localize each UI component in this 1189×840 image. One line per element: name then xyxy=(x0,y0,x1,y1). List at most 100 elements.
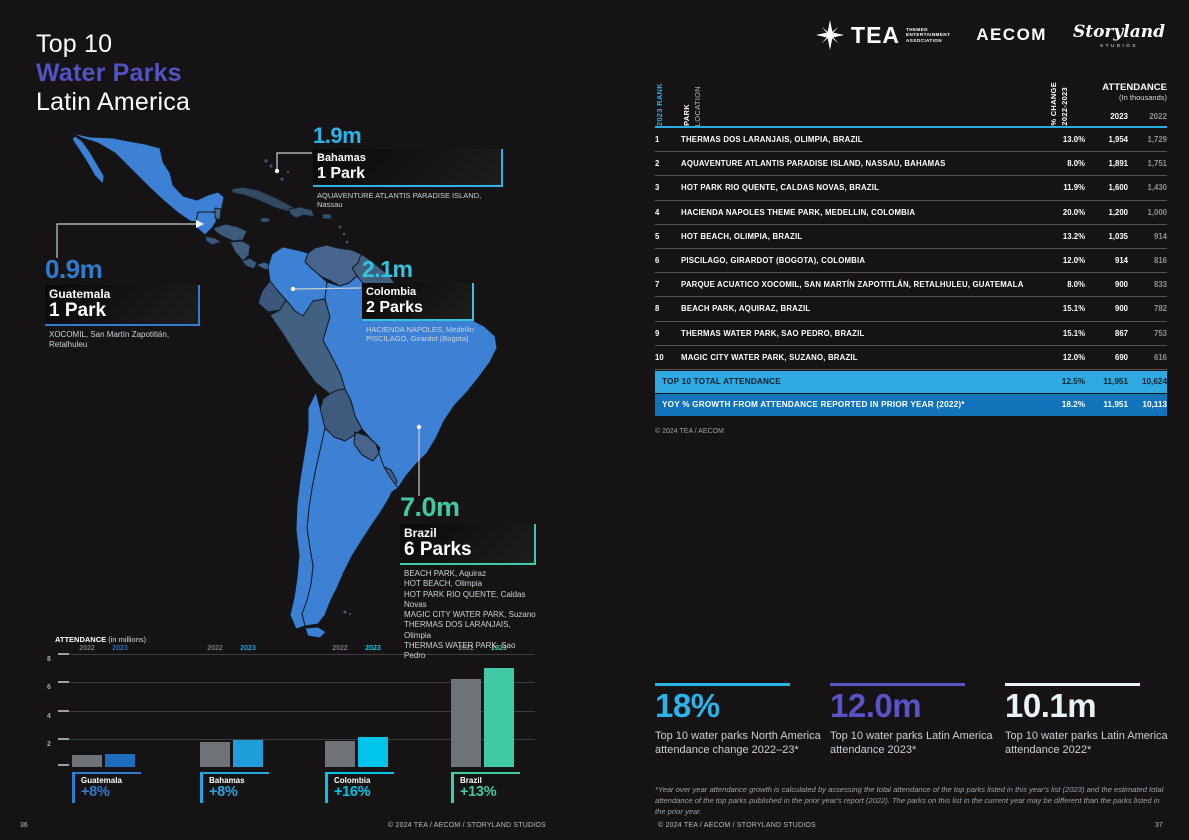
leader-colombia xyxy=(294,287,362,290)
group-change: +8% xyxy=(81,784,110,800)
title-line-2: Water Parks xyxy=(36,59,182,87)
year-label-2022: 2022 xyxy=(332,645,348,652)
gridline xyxy=(69,654,535,656)
leader-arrow-guatemala xyxy=(196,220,204,228)
cell-rank: 1 xyxy=(655,135,660,145)
page-title: Top 10 Water Parks Latin America xyxy=(36,30,190,117)
map-country-hispaniola xyxy=(288,206,315,219)
map-country-el-salvador xyxy=(204,235,222,246)
bar-2023-bahamas xyxy=(233,740,263,767)
leader-dot-brazil xyxy=(416,424,422,430)
table-row: 1 THERMAS DOS LARANJAIS, OLIMPIA, BRAZIL 1… xyxy=(655,128,1167,153)
callout-colombia-value: 2.1m xyxy=(362,256,413,282)
total-2022: 10,113 xyxy=(1142,400,1167,410)
table-row: 6 PISCILAGO, GIRARDOT (BOGOTA), COLOMBIA 1… xyxy=(655,249,1167,274)
header-park: PARK xyxy=(682,104,691,126)
park-list-item: PISCILAGO, Girardot (Bogota) xyxy=(366,334,469,344)
cell-change: 15.1% xyxy=(1062,328,1085,338)
tea-logo: TEA THEMED ENTERTAINMENT ASSOCIATION xyxy=(815,18,950,52)
map-leader-dots xyxy=(196,168,422,430)
group-country: Brazil xyxy=(460,776,482,785)
footnote: *Year over year attendance growth is cal… xyxy=(655,785,1164,816)
cell-2023: 900 xyxy=(1114,304,1128,314)
callout-bahamas-country: Bahamas xyxy=(317,152,366,165)
y-tick xyxy=(58,681,69,684)
y-tick-label: 4 xyxy=(47,712,51,720)
y-tick xyxy=(58,737,69,740)
chart-title: ATTENDANCE (in millions) xyxy=(55,635,147,644)
map-country-honduras xyxy=(212,223,248,242)
total-label: TOP 10 TOTAL ATTENDANCE xyxy=(662,377,781,387)
map-country-belize xyxy=(214,207,222,221)
cell-2023: 1,600 xyxy=(1108,183,1128,193)
callout-guatemala-box: Guatemala 1 Park xyxy=(45,284,200,327)
park-list-item: HACIENDA NAPOLES, Medellin xyxy=(366,324,474,334)
title-line-1: Top 10 xyxy=(36,30,113,58)
callout-brazil-box: Brazil 6 Parks xyxy=(400,523,536,566)
y-tick xyxy=(58,709,69,712)
cell-change: 13.0% xyxy=(1062,135,1085,145)
map-islands-bahamas xyxy=(264,159,290,181)
park-list-item: BEACH PARK, Aquiraz xyxy=(404,569,487,579)
park-list-item: HOT PARK RIO QUENTE, Caldas Novas xyxy=(404,589,526,609)
stat-2023-label: Top 10 water parks Latin America attenda… xyxy=(830,729,993,756)
total-2023: 11,951 xyxy=(1103,377,1128,387)
table-row: 9 THERMAS WATER PARK, SAO PEDRO, BRAZIL 15… xyxy=(655,322,1167,346)
group-country: Colombia xyxy=(334,776,371,785)
cell-change: 13.2% xyxy=(1062,231,1085,241)
cell-change: 12.0% xyxy=(1062,352,1085,362)
year-label-2022: 2022 xyxy=(79,645,95,652)
stat-2023-value: 12.0m xyxy=(830,687,922,724)
group-label-brazil: Brazil +13% xyxy=(451,772,520,803)
gridline xyxy=(69,682,535,684)
leader-dot-colombia xyxy=(290,286,296,292)
leader-dot-bahamas xyxy=(274,168,280,174)
cell-rank: 8 xyxy=(655,304,660,314)
header-location: LOCATION xyxy=(693,85,702,126)
cell-2023: 914 xyxy=(1114,256,1128,266)
group-label-colombia: Colombia +16% xyxy=(325,772,394,803)
cell-park: HOT PARK RIO QUENTE, CALDAS NOVAS, BRAZI… xyxy=(681,183,880,193)
cell-2022: 1,430 xyxy=(1147,183,1167,193)
cell-2022: 1,000 xyxy=(1147,207,1167,217)
map-leader-lines xyxy=(56,152,420,496)
cell-2023: 867 xyxy=(1114,328,1128,338)
cell-rank: 2 xyxy=(655,159,660,169)
table-row: 3 HOT PARK RIO QUENTE, CALDAS NOVAS, BRAZ… xyxy=(655,176,1167,201)
map-region-baja xyxy=(71,135,105,185)
total-2023: 11,951 xyxy=(1103,400,1128,410)
cell-change: 15.1% xyxy=(1062,304,1085,314)
park-list-item: HOT BEACH, Olimpia xyxy=(404,579,483,589)
cell-park: PARQUE ACUATICO XOCOMIL, SAN MARTÍN ZAPO… xyxy=(681,280,1024,290)
stat-2023: 12.0m Top 10 water parks Latin America a… xyxy=(830,683,1002,757)
group-country: Guatemala xyxy=(81,776,122,785)
y-tick-label: 2 xyxy=(47,740,51,748)
header-year-2023: 2023 xyxy=(1110,112,1128,121)
page-number-left: 36 xyxy=(20,822,28,829)
map-region-tierra-del-fuego xyxy=(304,626,327,639)
callout-brazil-list: BEACH PARK, Aquiraz HOT BEACH, Olimpia HOT… xyxy=(400,569,536,661)
table-row: 2 AQUAVENTURE ATLANTIS PARADISE ISLAND, N… xyxy=(655,152,1167,177)
map-country-puerto-rico xyxy=(321,213,333,220)
table-total-row: TOP 10 TOTAL ATTENDANCE 12.5% 11,951 10,624 xyxy=(655,370,1167,393)
park-list-item: THERMAS DOS LARANJAIS, Olimpia xyxy=(404,620,511,640)
bar-2022-colombia xyxy=(325,741,355,767)
cell-park: AQUAVENTURE ATLANTIS PARADISE ISLAND, NA… xyxy=(681,159,946,169)
tea-subtext: THEMED ENTERTAINMENT ASSOCIATION xyxy=(906,26,951,43)
cell-2022: 1,729 xyxy=(1147,135,1167,145)
cell-park: THERMAS WATER PARK, SAO PEDRO, BRAZIL xyxy=(681,328,865,338)
y-tick-label: 8 xyxy=(47,656,51,664)
page-number-right: 37 xyxy=(1155,822,1163,829)
cell-2022: 1,751 xyxy=(1147,159,1167,169)
logo-row: TEA THEMED ENTERTAINMENT ASSOCIATION AECOM… xyxy=(815,18,1165,52)
table-copyright: © 2024 TEA / AECOM xyxy=(655,428,724,435)
bar-2023-guatemala xyxy=(105,754,135,767)
storyland-logo: Storyland STUDIOS xyxy=(1073,22,1165,48)
callout-bahamas: 1.9m Bahamas 1 Park AQUAVENTURE ATLANTIS… xyxy=(313,124,503,210)
callout-brazil: 7.0m Brazil 6 Parks BEACH PARK, Aquiraz H… xyxy=(400,493,536,661)
callout-guatemala-list: XOCOMIL, San Martín Zapotitlán, Retalhul… xyxy=(45,330,200,350)
cell-park: THERMAS DOS LARANJAIS, OLIMPIA, BRAZIL xyxy=(681,135,863,145)
stat-change-rule xyxy=(655,683,790,686)
table-rows: 1 THERMAS DOS LARANJAIS, OLIMPIA, BRAZIL 1… xyxy=(655,128,1167,416)
